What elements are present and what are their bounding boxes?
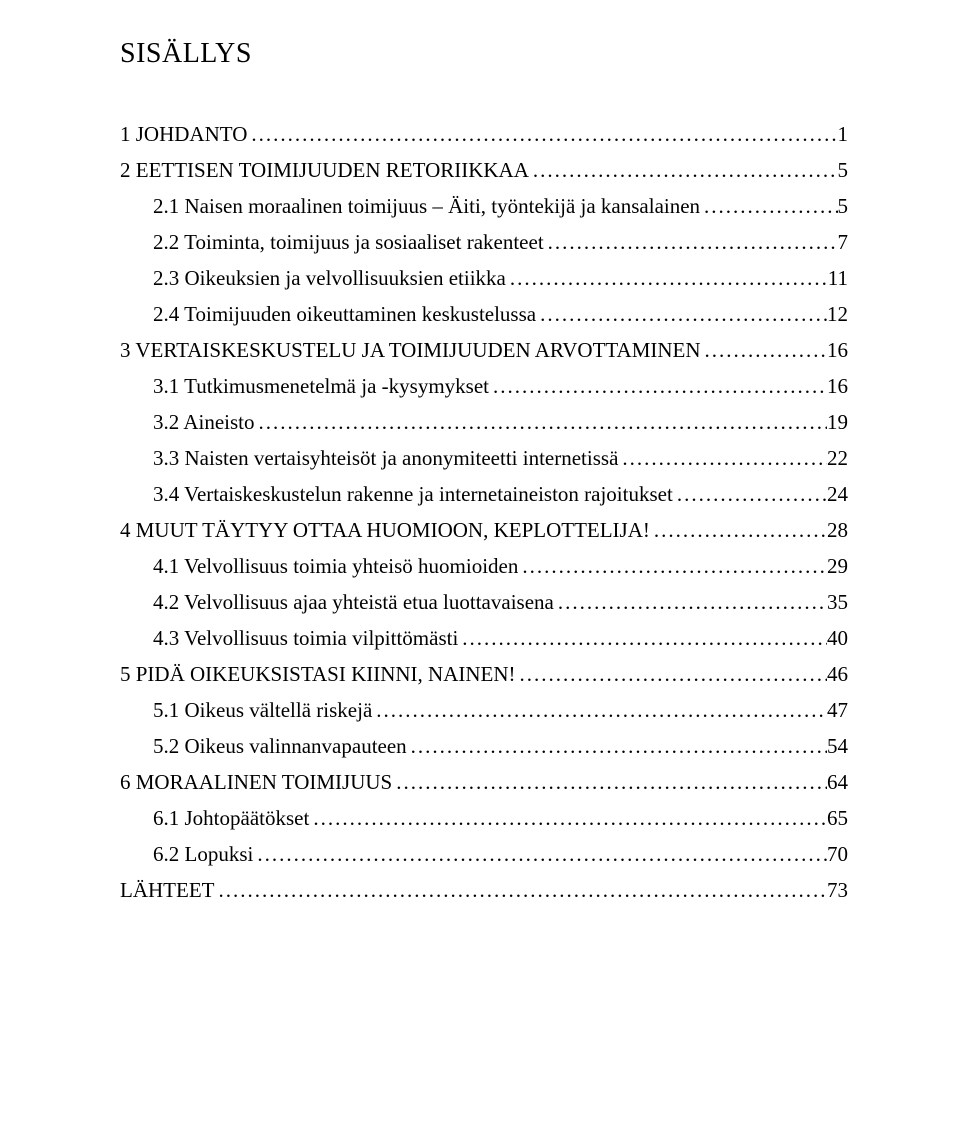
document-page: SISÄLLYS 1 JOHDANTO 1 2 EETTISEN TOIMIJUUD… — [0, 0, 960, 974]
toc-entry-label: 4.1 Velvollisuus toimia yhteisö huomioid… — [153, 554, 518, 579]
toc-entry: 6 MORAALINEN TOIMIJUUS 64 — [120, 770, 848, 795]
toc-leader-dots — [673, 482, 827, 507]
toc-entry: 5.2 Oikeus valinnanvapauteen 54 — [120, 734, 848, 759]
toc-leader-dots — [536, 302, 827, 327]
toc-entry-label: 2.4 Toimijuuden oikeuttaminen keskustelu… — [153, 302, 536, 327]
toc-leader-dots — [506, 266, 828, 291]
toc-entry: 2.4 Toimijuuden oikeuttaminen keskustelu… — [120, 302, 848, 327]
toc-entry-label: 4 MUUT TÄYTYY OTTAA HUOMIOON, KEPLOTTELI… — [120, 518, 650, 543]
toc-leader-dots — [407, 734, 827, 759]
toc-entry: 6.1 Johtopäätökset 65 — [120, 806, 848, 831]
toc-entry-page: 5 — [838, 194, 849, 219]
toc-entry: LÄHTEET 73 — [120, 878, 848, 903]
toc-entry-page: 46 — [827, 662, 848, 687]
toc-entry: 1 JOHDANTO 1 — [120, 122, 848, 147]
toc-entry-label: 6.1 Johtopäätökset — [153, 806, 309, 831]
toc-entry-label: 5.2 Oikeus valinnanvapauteen — [153, 734, 407, 759]
toc-entry: 4.1 Velvollisuus toimia yhteisö huomioid… — [120, 554, 848, 579]
toc-entry: 4.3 Velvollisuus toimia vilpittömästi 40 — [120, 626, 848, 651]
toc-leader-dots — [516, 662, 827, 687]
toc-leader-dots — [392, 770, 827, 795]
toc-entry-page: 65 — [827, 806, 848, 831]
toc-entry: 2.1 Naisen moraalinen toimijuus – Äiti, … — [120, 194, 848, 219]
toc-entry-label: 2.3 Oikeuksien ja velvollisuuksien etiik… — [153, 266, 506, 291]
toc-entry-page: 35 — [827, 590, 848, 615]
toc-entry-page: 22 — [827, 446, 848, 471]
toc-entry-page: 47 — [827, 698, 848, 723]
toc-leader-dots — [214, 878, 827, 903]
toc-entry: 4 MUUT TÄYTYY OTTAA HUOMIOON, KEPLOTTELI… — [120, 518, 848, 543]
toc-entry-page: 12 — [827, 302, 848, 327]
toc-entry: 2.2 Toiminta, toimijuus ja sosiaaliset r… — [120, 230, 848, 255]
page-title: SISÄLLYS — [120, 38, 848, 70]
toc-entry-page: 1 — [838, 122, 849, 147]
toc-leader-dots — [372, 698, 827, 723]
toc-entry: 6.2 Lopuksi 70 — [120, 842, 848, 867]
toc-entry-label: 2.1 Naisen moraalinen toimijuus – Äiti, … — [153, 194, 700, 219]
toc-leader-dots — [253, 842, 827, 867]
toc-entry-page: 64 — [827, 770, 848, 795]
toc-entry-page: 29 — [827, 554, 848, 579]
toc-entry-label: 3.3 Naisten vertaisyhteisöt ja anonymite… — [153, 446, 618, 471]
toc-entry: 3.2 Aineisto 19 — [120, 410, 848, 435]
toc-entry-label: 2 EETTISEN TOIMIJUUDEN RETORIIKKAA — [120, 158, 529, 183]
toc-entry-label: 3.1 Tutkimusmenetelmä ja -kysymykset — [153, 374, 489, 399]
toc-entry-label: 5 PIDÄ OIKEUKSISTASI KIINNI, NAINEN! — [120, 662, 516, 687]
toc-entry-page: 24 — [827, 482, 848, 507]
toc-entry: 3.1 Tutkimusmenetelmä ja -kysymykset 16 — [120, 374, 848, 399]
toc-entry: 3.3 Naisten vertaisyhteisöt ja anonymite… — [120, 446, 848, 471]
toc-entry-label: 3.4 Vertaiskeskustelun rakenne ja intern… — [153, 482, 673, 507]
toc-entry-page: 16 — [827, 338, 848, 363]
toc-entry: 3.4 Vertaiskeskustelun rakenne ja intern… — [120, 482, 848, 507]
toc-entry-label: 1 JOHDANTO — [120, 122, 247, 147]
toc-entry: 4.2 Velvollisuus ajaa yhteistä etua luot… — [120, 590, 848, 615]
toc-entry-page: 19 — [827, 410, 848, 435]
toc-leader-dots — [544, 230, 838, 255]
toc-leader-dots — [458, 626, 827, 651]
toc-leader-dots — [618, 446, 827, 471]
toc-leader-dots — [518, 554, 827, 579]
toc-leader-dots — [309, 806, 827, 831]
toc-entry-label: 4.3 Velvollisuus toimia vilpittömästi — [153, 626, 458, 651]
toc-leader-dots — [650, 518, 827, 543]
toc-entry-page: 54 — [827, 734, 848, 759]
toc-entry-page: 11 — [828, 266, 848, 291]
toc-entry-label: 3.2 Aineisto — [153, 410, 255, 435]
toc-entry-label: 2.2 Toiminta, toimijuus ja sosiaaliset r… — [153, 230, 544, 255]
toc-entry-page: 28 — [827, 518, 848, 543]
toc-leader-dots — [247, 122, 837, 147]
toc-leader-dots — [255, 410, 827, 435]
toc-entry-label: 4.2 Velvollisuus ajaa yhteistä etua luot… — [153, 590, 554, 615]
toc-entry-label: 3 VERTAISKESKUSTELU JA TOIMIJUUDEN ARVOT… — [120, 338, 701, 363]
toc-leader-dots — [701, 338, 827, 363]
toc-entry-label: LÄHTEET — [120, 878, 214, 903]
toc-entry: 5.1 Oikeus vältellä riskejä 47 — [120, 698, 848, 723]
toc-entry-page: 5 — [838, 158, 849, 183]
toc-entry: 5 PIDÄ OIKEUKSISTASI KIINNI, NAINEN! 46 — [120, 662, 848, 687]
toc-entry-page: 73 — [827, 878, 848, 903]
table-of-contents: 1 JOHDANTO 1 2 EETTISEN TOIMIJUUDEN RETORI… — [120, 122, 848, 903]
toc-entry-page: 70 — [827, 842, 848, 867]
toc-leader-dots — [554, 590, 827, 615]
toc-leader-dots — [700, 194, 837, 219]
toc-entry: 3 VERTAISKESKUSTELU JA TOIMIJUUDEN ARVOT… — [120, 338, 848, 363]
toc-entry-label: 6.2 Lopuksi — [153, 842, 253, 867]
toc-entry-label: 5.1 Oikeus vältellä riskejä — [153, 698, 372, 723]
toc-entry-page: 7 — [838, 230, 849, 255]
toc-entry-label: 6 MORAALINEN TOIMIJUUS — [120, 770, 392, 795]
toc-entry: 2.3 Oikeuksien ja velvollisuuksien etiik… — [120, 266, 848, 291]
toc-entry: 2 EETTISEN TOIMIJUUDEN RETORIIKKAA 5 — [120, 158, 848, 183]
toc-entry-page: 16 — [827, 374, 848, 399]
toc-leader-dots — [529, 158, 838, 183]
toc-entry-page: 40 — [827, 626, 848, 651]
toc-leader-dots — [489, 374, 827, 399]
